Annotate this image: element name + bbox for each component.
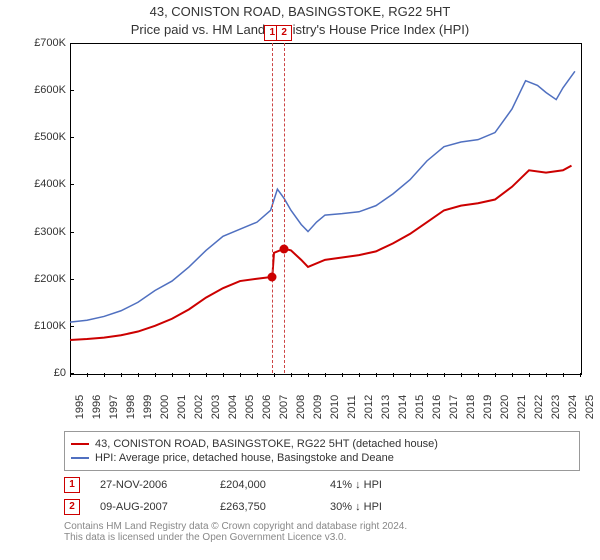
x-axis-label: 2025	[584, 395, 596, 419]
x-axis-label: 1999	[142, 395, 154, 419]
price-point-2	[280, 244, 289, 253]
footer-line-2: This data is licensed under the Open Gov…	[64, 532, 580, 543]
event-date: 09-AUG-2007	[100, 501, 200, 513]
event-date: 27-NOV-2006	[100, 479, 200, 491]
x-axis-label: 1996	[91, 395, 103, 419]
event-price: £204,000	[220, 479, 310, 491]
x-axis-label: 1998	[125, 395, 137, 419]
footer-line-1: Contains HM Land Registry data © Crown c…	[64, 521, 580, 532]
x-axis-label: 2008	[295, 395, 307, 419]
x-axis-label: 2014	[397, 395, 409, 419]
y-axis-label: £400K	[20, 178, 66, 190]
x-axis-label: 2009	[312, 395, 324, 419]
x-axis-label: 2021	[516, 395, 528, 419]
x-axis-label: 2002	[193, 395, 205, 419]
price-chart: £0£100K£200K£300K£400K£500K£600K£700K 19…	[20, 43, 580, 423]
x-axis-label: 2005	[244, 395, 256, 419]
y-axis-label: £300K	[20, 226, 66, 238]
footer: Contains HM Land Registry data © Crown c…	[64, 521, 580, 543]
x-axis-label: 2006	[261, 395, 273, 419]
x-axis-label: 2000	[159, 395, 171, 419]
page-title-1: 43, CONISTON ROAD, BASINGSTOKE, RG22 5HT	[0, 4, 600, 19]
event-vline	[272, 43, 273, 373]
x-axis-label: 2015	[414, 395, 426, 419]
event-table: 1 27-NOV-2006 £204,000 41% ↓ HPI 2 09-AU…	[64, 477, 580, 515]
chart-legend: 43, CONISTON ROAD, BASINGSTOKE, RG22 5HT…	[64, 431, 580, 471]
x-axis-label: 2016	[431, 395, 443, 419]
event-delta: 30% ↓ HPI	[330, 501, 382, 513]
event-price: £263,750	[220, 501, 310, 513]
x-axis-label: 2012	[363, 395, 375, 419]
event-box-2: 2	[276, 25, 292, 41]
x-axis-label: 2010	[329, 395, 341, 419]
event-delta: 41% ↓ HPI	[330, 479, 382, 491]
y-axis-label: £100K	[20, 320, 66, 332]
x-axis-label: 1995	[74, 395, 86, 419]
x-axis-label: 2018	[465, 395, 477, 419]
x-axis-label: 2001	[176, 395, 188, 419]
x-axis-label: 2023	[550, 395, 562, 419]
y-axis-label: £500K	[20, 131, 66, 143]
x-axis-label: 2019	[482, 395, 494, 419]
x-axis-label: 2003	[210, 395, 222, 419]
event-vline	[284, 43, 285, 373]
event-marker-1: 1	[64, 477, 80, 493]
x-axis-label: 2011	[346, 395, 358, 419]
legend-label-price: 43, CONISTON ROAD, BASINGSTOKE, RG22 5HT…	[95, 438, 438, 450]
x-axis-label: 2007	[278, 395, 290, 419]
x-axis-label: 2004	[227, 395, 239, 419]
x-axis-label: 2020	[499, 395, 511, 419]
x-axis-label: 2017	[448, 395, 460, 419]
y-axis-label: £600K	[20, 84, 66, 96]
x-axis-label: 2024	[567, 395, 579, 419]
x-axis-label: 2022	[533, 395, 545, 419]
x-axis-label: 1997	[108, 395, 120, 419]
event-marker-2: 2	[64, 499, 80, 515]
y-axis-label: £0	[20, 367, 66, 379]
page-title-2: Price paid vs. HM Land Registry's House …	[0, 22, 600, 37]
price-point-1	[268, 272, 277, 281]
y-axis-label: £700K	[20, 37, 66, 49]
legend-label-hpi: HPI: Average price, detached house, Basi…	[95, 452, 394, 464]
y-axis-label: £200K	[20, 273, 66, 285]
legend-swatch-price	[71, 443, 89, 445]
x-axis-label: 2013	[380, 395, 392, 419]
legend-swatch-hpi	[71, 457, 89, 459]
